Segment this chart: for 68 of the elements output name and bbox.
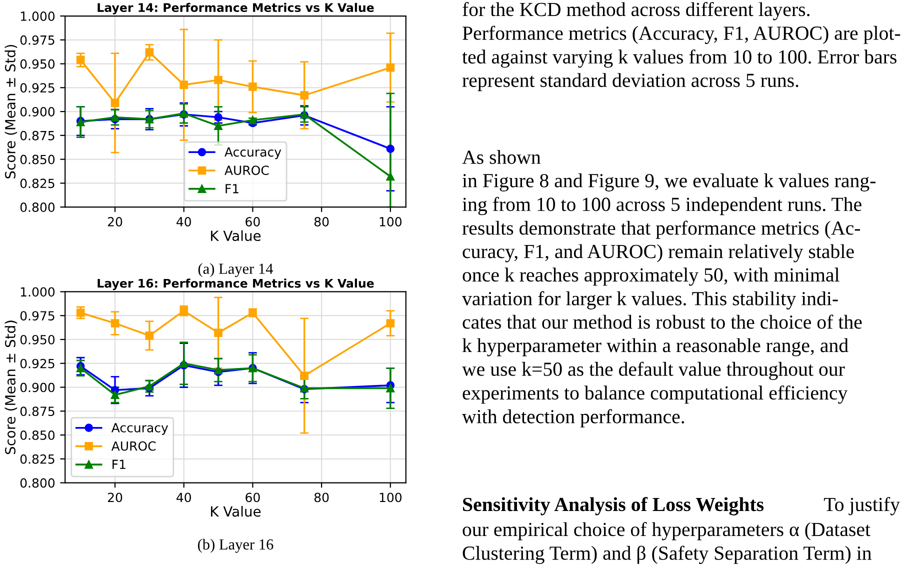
point [110,390,120,400]
y-tick-label: 0.850 [20,430,55,440]
y-tick-label: 0.825 [20,178,54,188]
point [76,56,85,64]
y-tick-label: 1.000 [20,11,55,21]
x-tick-label: 60 [246,492,260,502]
point [76,308,85,317]
y-axis-title: Score (Mean ± Std) [4,44,18,178]
x-tick-label: 40 [176,492,191,502]
legend-label: Accuracy [111,423,168,435]
text: for the KCD method across different layers. Performance metrics (Accuracy, F1, AUROC) are plot- ted against varying k values from 10 to 100. Error bars represent standard deviation across 5 runs. [462,2,900,92]
point [110,319,120,328]
x-tick-label: 40 [176,217,191,226]
y-tick-label: 0.925 [20,83,54,93]
point [386,144,395,153]
y-tick-label: 0.950 [20,334,55,344]
text: our empirical choice of hyperparameters α (Dataset Clustering Term) and β (Safety Separation Term) in [462,522,872,564]
x-tick-label: 100 [380,492,402,502]
chart-title: Layer 16: Performance Metrics vs K Value [98,278,374,290]
legend-label: AUROC [224,166,269,176]
point [248,116,257,124]
x-tick-label: 20 [108,492,122,502]
point [110,98,120,108]
legend-label: AUROC [111,441,156,451]
x-tick-label: 80 [314,492,329,502]
point [300,372,309,380]
y-tick-label: 0.875 [20,406,54,416]
point [386,384,395,392]
x-tick-label: 100 [380,217,402,226]
y-tick-label: 0.900 [20,107,55,116]
y-tick-label: 0.800 [20,202,55,212]
point [248,82,257,91]
x-axis-title: K Value [211,506,261,517]
y-tick-label: 0.850 [20,154,55,164]
point [386,319,395,328]
text: As shown in Figure 8 and Figure 9, we evaluate k values rang- ing from 10 to 100 across 5 independent runs. The results demonstrate that performance metrics (Ac- curacy, F1, and AUROC) remain relatively stable once k reaches approximately 50, with minimal variation for larger k values. This stability indi- cates that our method is robust to the choice of the k hyperparameter within a reasonable range, and we use k=50 as the default value throughout our experiments to balance computational efficiency with detection performance. [462,150,876,428]
legend-label: F1 [226,184,238,194]
point [180,80,188,89]
legend-label: Accuracy [224,147,282,160]
point [386,172,395,181]
text: (b) Layer 16 [198,538,274,553]
y-axis-title: Score (Mean ± Std) [4,320,18,454]
point [214,122,222,130]
y-tick-label: 0.900 [20,382,55,392]
text: Sensitivity Analysis of Loss Weights [463,497,764,516]
point [214,113,222,122]
point [145,48,154,56]
x-axis-title: K Value [211,230,261,242]
y-tick-label: 0.825 [20,454,54,464]
y-tick-label: 0.800 [20,478,55,488]
point [145,331,154,340]
y-tick-label: 0.975 [20,35,54,45]
x-tick-label: 20 [108,217,122,226]
point [214,76,222,84]
y-tick-label: 1.000 [20,287,55,297]
y-tick-label: 0.925 [20,358,54,368]
y-tick-label: 0.875 [20,130,54,140]
y-tick-label: 0.975 [20,311,54,321]
text: (a) Layer 14 [198,263,273,278]
chart-title: Layer 14: Performance Metrics vs K Value [98,2,374,14]
point [300,91,309,100]
text: To justify [824,497,900,516]
point [386,63,395,72]
x-tick-label: 60 [246,217,260,226]
x-tick-label: 80 [314,217,329,226]
y-tick-label: 0.950 [20,59,55,69]
point [214,328,222,337]
legend-label: F1 [112,460,126,469]
